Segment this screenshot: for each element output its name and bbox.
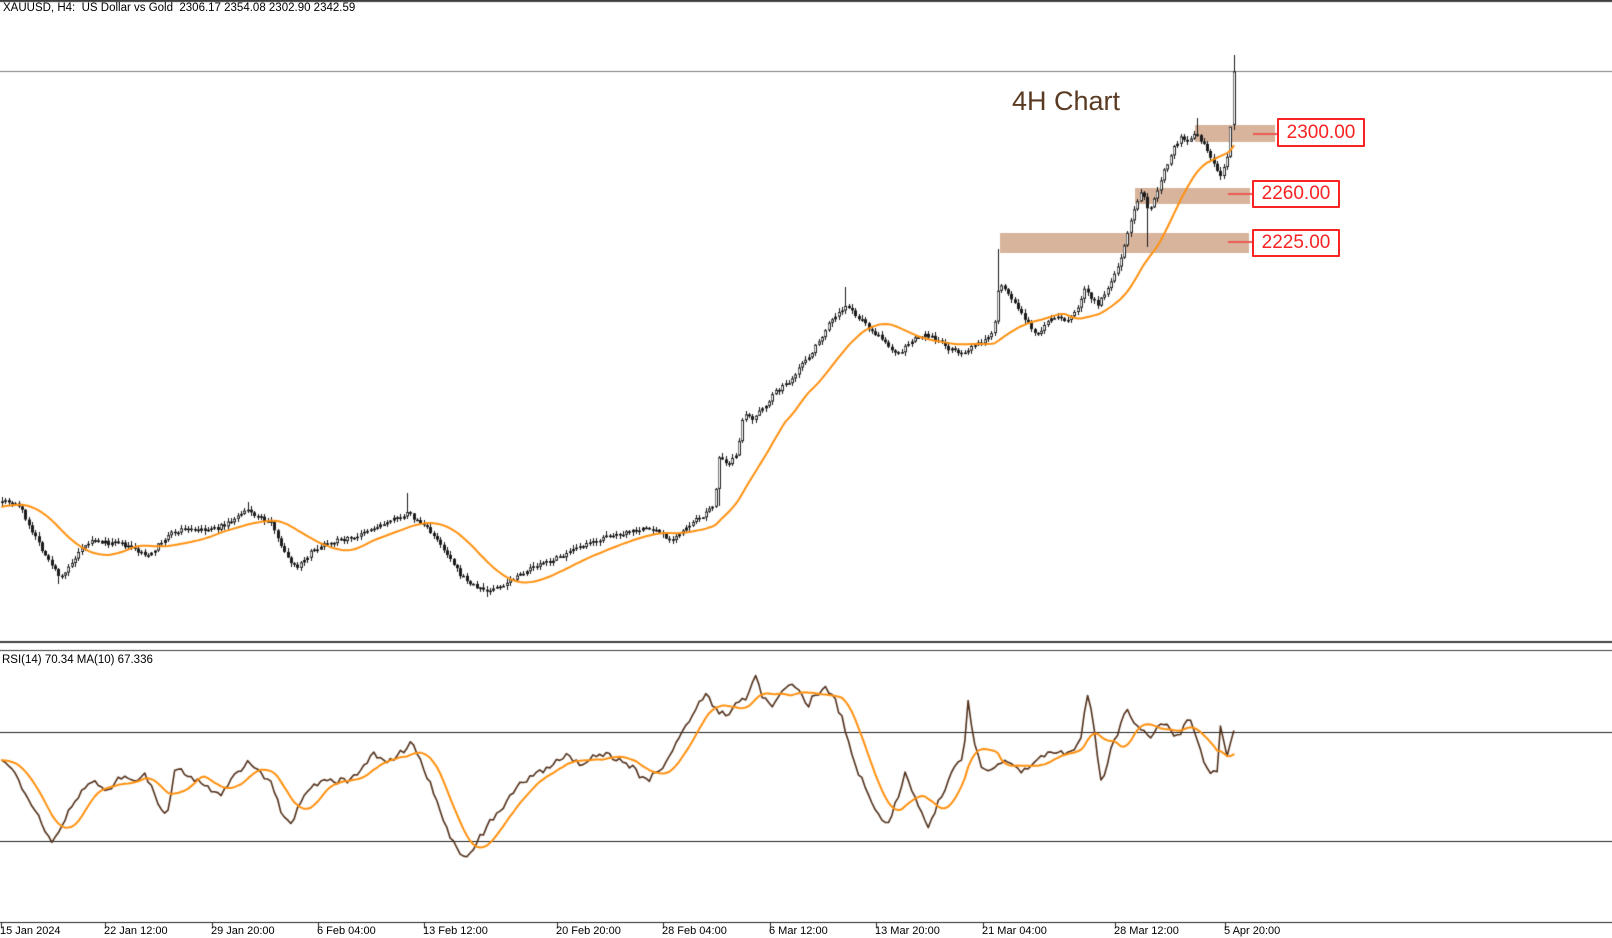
- chart-title: XAUUSD, H4: US Dollar vs Gold 2306.17 23…: [3, 2, 356, 14]
- price-level-label-2260[interactable]: 2260.00: [1252, 180, 1340, 208]
- price-level-label-2300[interactable]: 2300.00: [1277, 118, 1365, 147]
- indicator-label: RSI(14) 70.34 MA(10) 67.336: [2, 654, 153, 666]
- chart-annotation[interactable]: 4H Chart: [1012, 86, 1121, 116]
- price-level-label-2225[interactable]: 2225.00: [1252, 229, 1340, 257]
